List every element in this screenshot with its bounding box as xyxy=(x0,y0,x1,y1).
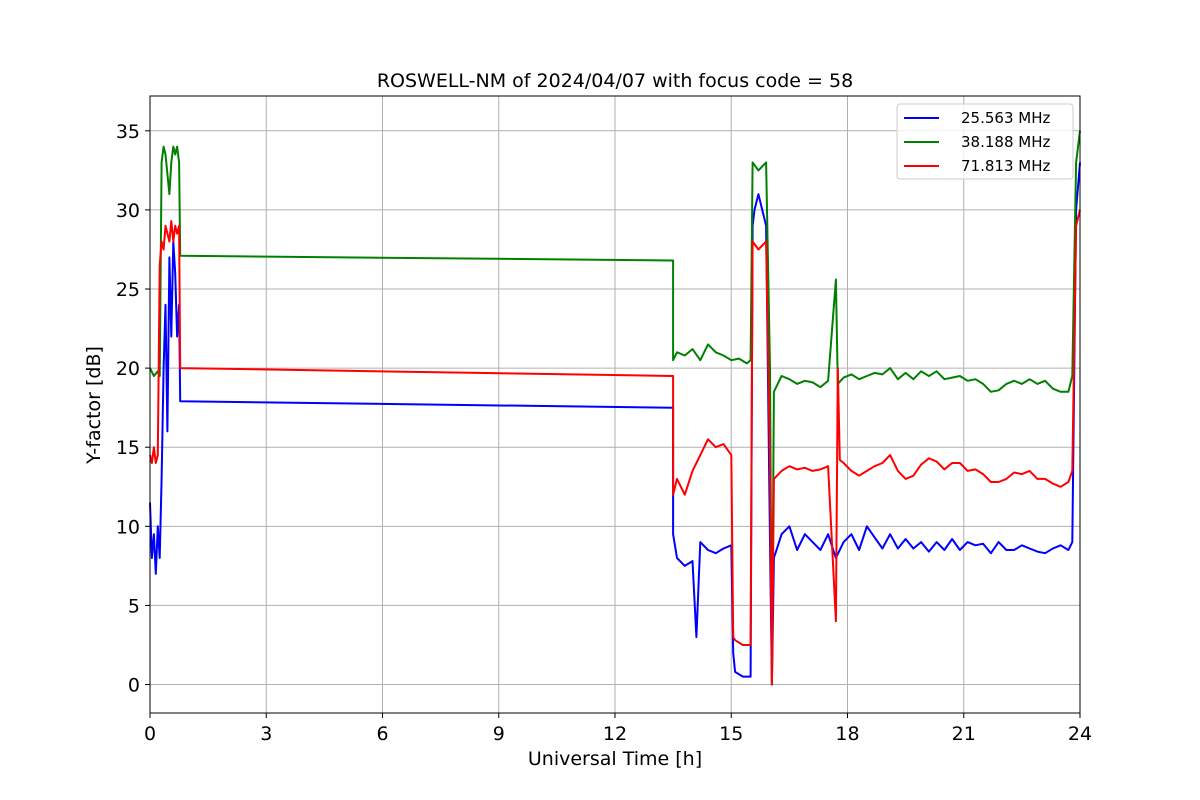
y-tick-label: 25 xyxy=(116,279,140,301)
x-tick-label: 12 xyxy=(603,723,627,745)
legend: 25.563 MHz 38.188 MHz 71.813 MHz xyxy=(896,103,1074,180)
legend-box xyxy=(896,103,1074,180)
series-group xyxy=(149,130,1081,686)
x-tick-label: 6 xyxy=(376,723,388,745)
series-line-1 xyxy=(149,162,1081,686)
y-tick-label: 30 xyxy=(116,200,140,222)
chart-title: ROSWELL-NM of 2024/04/07 with focus code… xyxy=(377,70,853,92)
axis-ticks: 0 3 6 9 12 15 18 21 24 0 5 10 15 20 25 30 35 xyxy=(116,121,1092,745)
y-tick-label: 35 xyxy=(116,121,140,143)
x-tick-label: 9 xyxy=(493,723,505,745)
y-tick-label: 5 xyxy=(128,595,140,617)
legend-label: 71.813 MHz xyxy=(961,157,1050,175)
grid xyxy=(149,96,1081,713)
x-axis-label: Universal Time [h] xyxy=(528,748,702,770)
x-tick-label: 3 xyxy=(260,723,272,745)
y-tick-label: 15 xyxy=(116,437,140,459)
legend-label: 25.563 MHz xyxy=(961,109,1050,127)
x-tick-label: 21 xyxy=(952,723,976,745)
series-line-2 xyxy=(149,130,1081,686)
x-tick-label: 0 xyxy=(144,723,156,745)
series-line-3 xyxy=(149,209,1081,686)
x-tick-label: 18 xyxy=(835,723,859,745)
y-tick-label: 10 xyxy=(116,516,140,538)
x-tick-label: 15 xyxy=(719,723,743,745)
x-tick-label: 24 xyxy=(1068,723,1092,745)
y-tick-label: 20 xyxy=(116,358,140,380)
y-tick-label: 0 xyxy=(128,675,140,697)
legend-label: 38.188 MHz xyxy=(961,133,1050,151)
y-axis-label: Y-factor [dB] xyxy=(83,346,105,465)
